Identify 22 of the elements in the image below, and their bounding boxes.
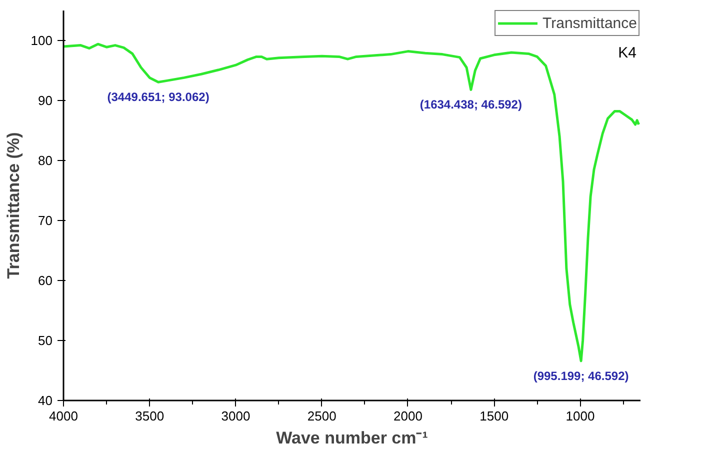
y-tick-label: 40 [38,393,53,408]
x-tick-label: 3500 [135,408,164,424]
y-tick-label: 90 [38,93,53,108]
y-axis-title: Transmittance (%) [4,132,23,279]
y-tick-label: 60 [38,273,53,288]
annotation: (1634.438; 46.592) [420,98,522,112]
x-tick-label: 3000 [221,408,250,424]
x-axis-title: Wave number cm⁻¹ [276,428,428,448]
annotation: (3449.651; 93.062) [107,90,210,104]
annotation: K4 [618,44,637,62]
x-tick-label: 1500 [480,408,509,424]
y-tick-label: 80 [38,153,53,168]
line-series [64,42,640,362]
annotation: (995.199; 46.592) [533,368,629,383]
y-tick-label: 100 [30,33,53,48]
legend-label: Transmittance [542,14,637,32]
y-tick-label: 70 [38,213,53,228]
y-tick-label: 50 [38,333,53,348]
x-tick-label: 1000 [566,408,595,424]
x-tick-label: 2000 [394,408,422,424]
x-tick-label: 4000 [49,408,78,424]
x-tick-label: 2500 [307,408,336,424]
